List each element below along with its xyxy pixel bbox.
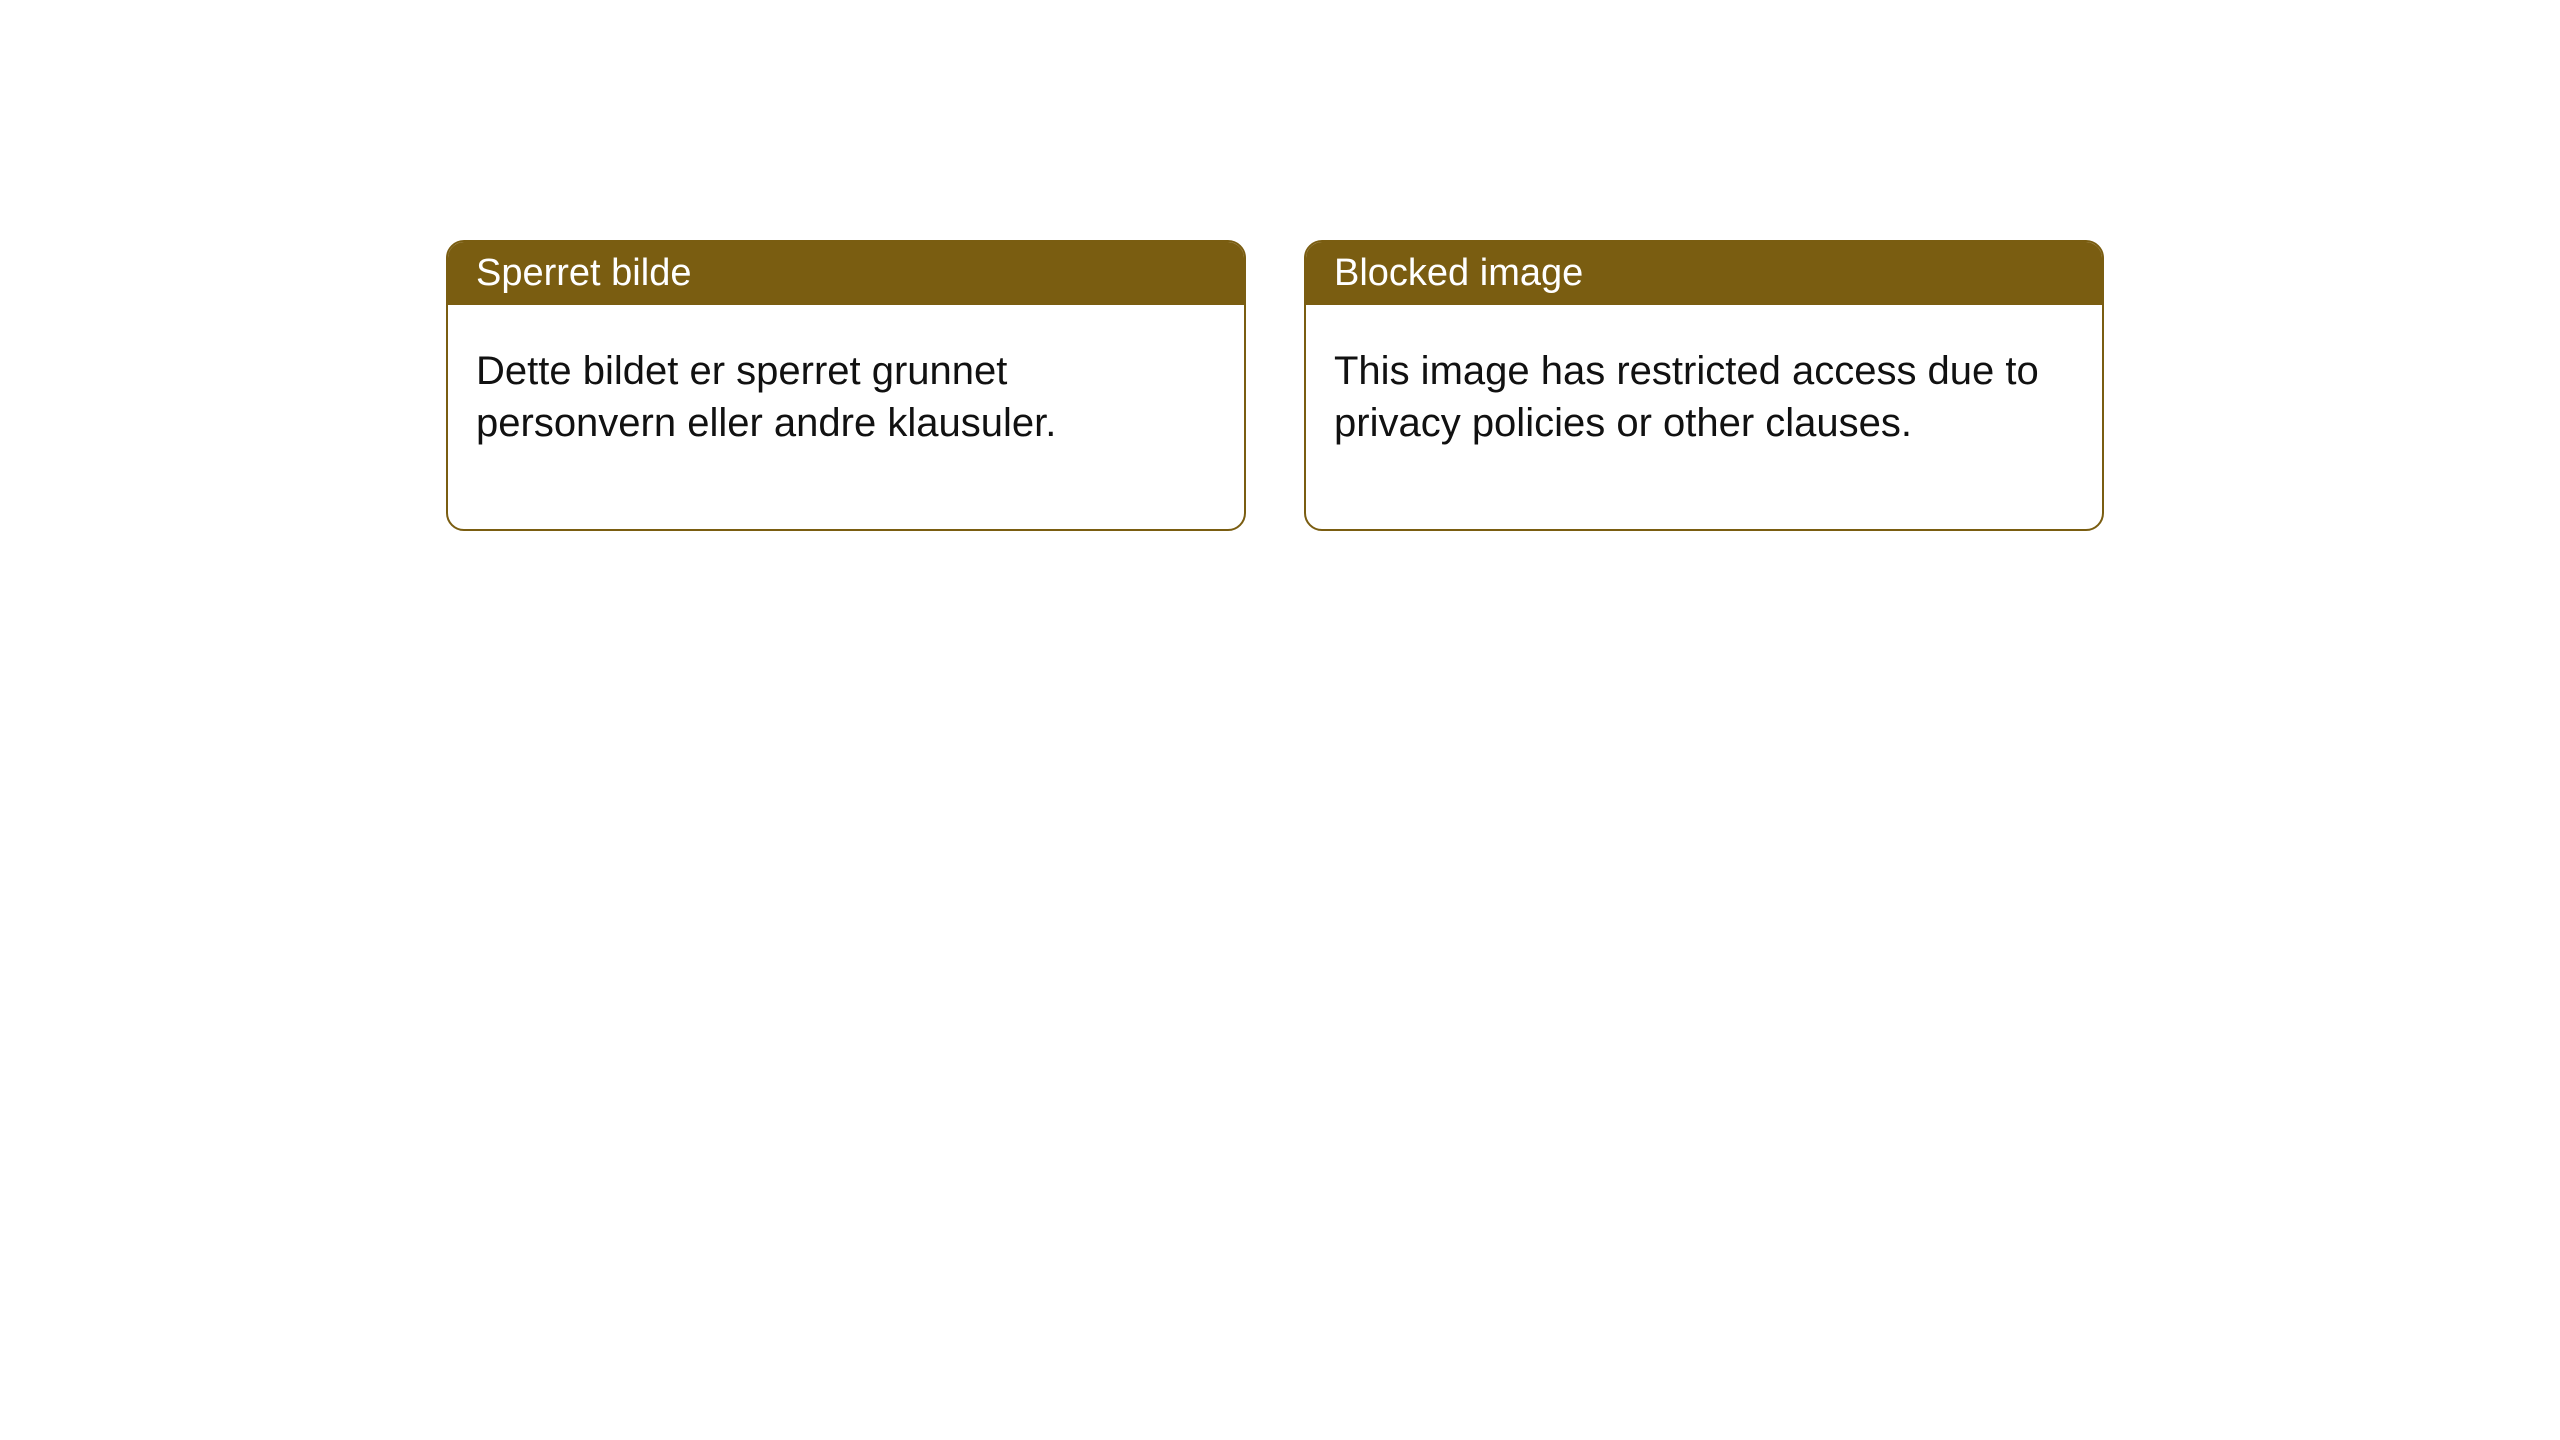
card-body: This image has restricted access due to … <box>1306 305 2102 529</box>
card-body-text: This image has restricted access due to … <box>1334 349 2039 445</box>
notice-card-english: Blocked image This image has restricted … <box>1304 240 2104 531</box>
card-body-text: Dette bildet er sperret grunnet personve… <box>476 349 1056 445</box>
card-title: Blocked image <box>1334 252 1583 294</box>
card-header: Sperret bilde <box>448 242 1244 305</box>
notice-cards-container: Sperret bilde Dette bildet er sperret gr… <box>446 240 2560 531</box>
card-title: Sperret bilde <box>476 252 691 294</box>
notice-card-norwegian: Sperret bilde Dette bildet er sperret gr… <box>446 240 1246 531</box>
card-header: Blocked image <box>1306 242 2102 305</box>
card-body: Dette bildet er sperret grunnet personve… <box>448 305 1244 529</box>
